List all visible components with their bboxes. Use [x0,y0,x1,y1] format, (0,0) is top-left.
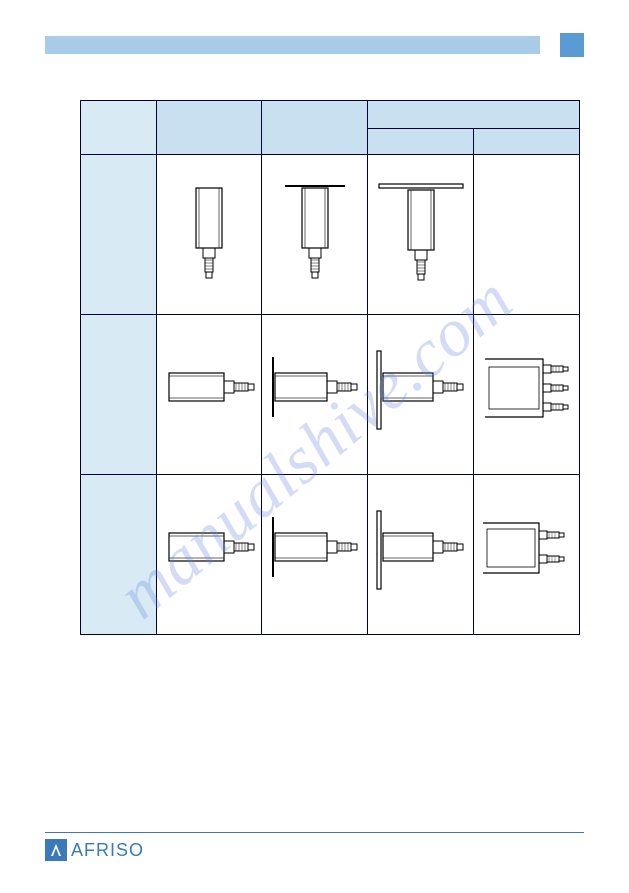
gauge-horizontal-plain-icon [159,505,259,605]
gauge-horizontal-flange-icon [265,345,365,445]
cell-1-3 [474,315,580,475]
gauge-horizontal-bigflange-icon [371,505,471,605]
cell-0-2 [368,155,474,315]
brand-name: AFRISO [71,840,144,861]
header-bar [45,36,540,54]
page-header [45,36,584,56]
cell-1-1 [262,315,368,475]
gauge-horizontal-double-icon [477,505,577,605]
gauge-horizontal-plain-icon [159,345,259,445]
col-header-1 [156,101,262,155]
col-header-0 [81,101,157,155]
cell-2-0 [156,475,262,635]
cell-2-1 [262,475,368,635]
gauge-horizontal-bigflange-icon [371,345,471,445]
gauge-vertical-plain-icon [174,170,244,300]
cell-0-0 [156,155,262,315]
gauge-vertical-flange-icon [270,170,360,300]
page-footer: AFRISO [45,832,584,861]
row-label-2 [81,475,157,635]
col-header-3a [368,129,474,155]
row-label-0 [81,155,157,315]
cell-2-3 [474,475,580,635]
gauge-vertical-bigflange-icon [371,170,471,300]
gauge-horizontal-triple-icon [477,345,577,445]
cell-2-2 [368,475,474,635]
cell-0-3 [474,155,580,315]
col-header-3-group [368,101,580,129]
header-corner-box [560,33,584,57]
cell-1-2 [368,315,474,475]
cell-0-1 [262,155,368,315]
brand-logo: AFRISO [45,839,584,861]
product-table [80,100,580,635]
logo-mark-icon [45,839,67,861]
col-header-3b [474,129,580,155]
cell-1-0 [156,315,262,475]
col-header-2 [262,101,368,155]
row-label-1 [81,315,157,475]
gauge-horizontal-flange-icon [265,505,365,605]
